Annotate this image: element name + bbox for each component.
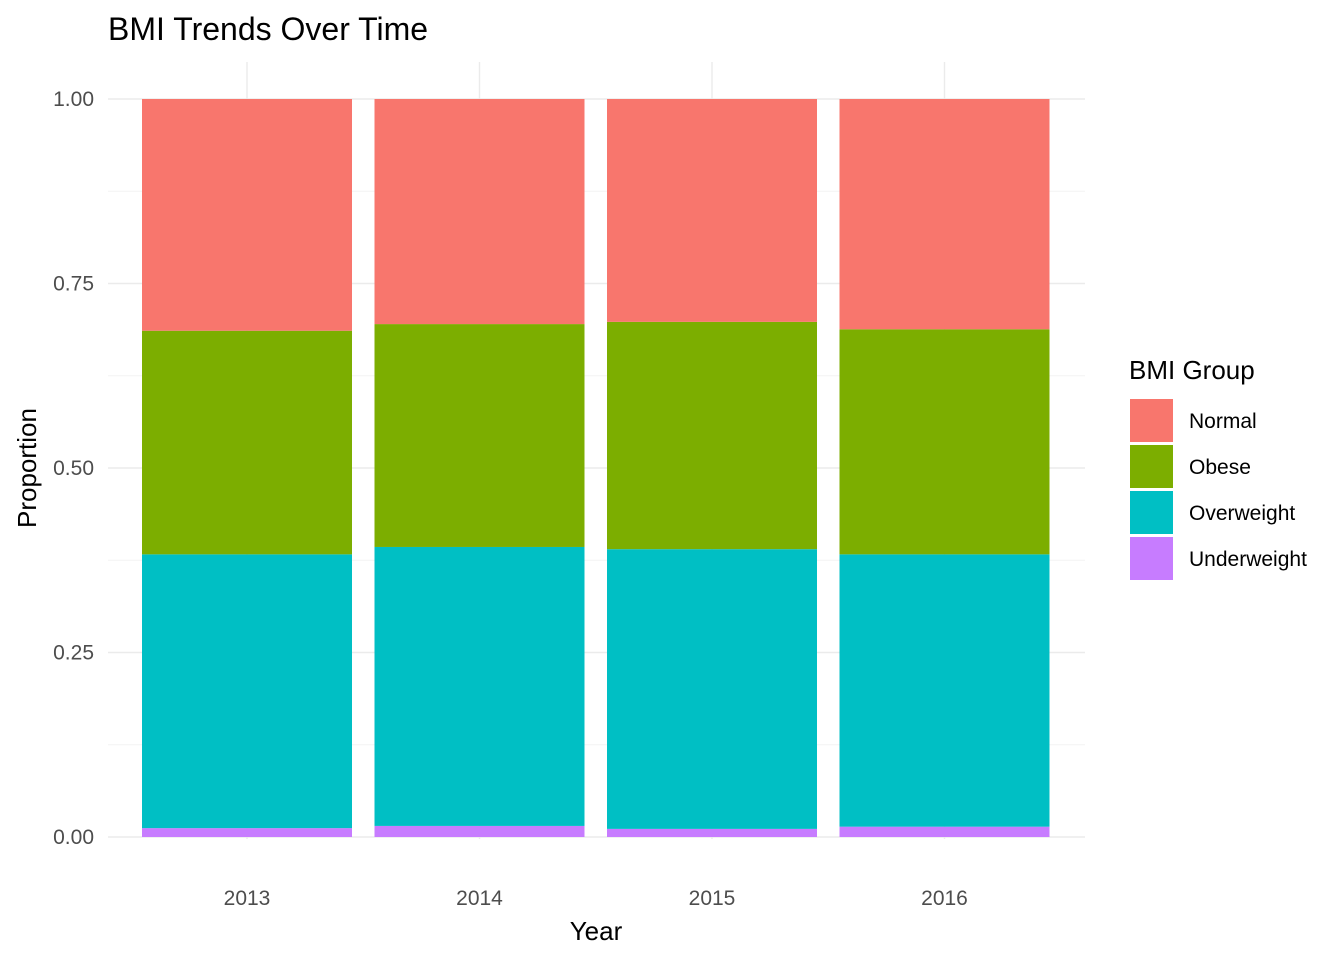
legend-key-overweight: [1130, 491, 1173, 534]
x-axis-title: Year: [570, 916, 623, 946]
bar-segment-underweight-2013: [142, 828, 352, 837]
bar-segment-underweight-2014: [374, 825, 585, 837]
x-tick-label: 2015: [689, 887, 736, 910]
bar-segment-overweight-2013: [142, 554, 352, 829]
bars: [142, 99, 1050, 837]
legend-title: BMI Group: [1129, 355, 1255, 385]
bar-segment-obese-2014: [374, 324, 585, 547]
legend: BMI Group Normal Obese Overweight Underweig…: [1129, 355, 1307, 580]
x-tick-label: 2014: [456, 887, 503, 910]
bar-segment-normal-2013: [142, 99, 352, 331]
legend-key-underweight: [1130, 537, 1173, 580]
y-tick-label: 0.00: [53, 826, 94, 849]
legend-label-overweight: Overweight: [1189, 502, 1295, 525]
x-axis-ticks: 2013 2014 2015 2016: [224, 887, 968, 910]
bar-segment-underweight-2016: [839, 826, 1050, 837]
chart-title: BMI Trends Over Time: [108, 11, 428, 47]
y-axis-title: Proportion: [12, 408, 42, 528]
bar-segment-normal-2014: [374, 99, 585, 325]
bar-segment-overweight-2014: [374, 546, 585, 826]
y-tick-label: 0.75: [53, 273, 94, 296]
bar-segment-obese-2016: [839, 329, 1050, 555]
legend-key-obese: [1130, 445, 1173, 488]
bar-segment-overweight-2016: [839, 554, 1050, 827]
bar-segment-normal-2015: [607, 99, 817, 322]
bar-segment-underweight-2015: [607, 828, 817, 837]
legend-label-obese: Obese: [1189, 456, 1251, 479]
bar-segment-normal-2016: [839, 99, 1050, 330]
y-axis-ticks: 0.00 0.25 0.50 0.75 1.00: [53, 88, 94, 849]
y-tick-label: 0.25: [53, 642, 94, 665]
x-tick-label: 2013: [224, 887, 271, 910]
y-tick-label: 1.00: [53, 88, 94, 111]
legend-key-normal: [1130, 399, 1173, 442]
bar-segment-obese-2013: [142, 330, 352, 555]
y-tick-label: 0.50: [53, 457, 94, 480]
bar-segment-overweight-2015: [607, 549, 817, 829]
x-tick-label: 2016: [921, 887, 968, 910]
bar-segment-obese-2015: [607, 321, 817, 550]
legend-label-underweight: Underweight: [1189, 548, 1307, 571]
legend-label-normal: Normal: [1189, 410, 1257, 433]
